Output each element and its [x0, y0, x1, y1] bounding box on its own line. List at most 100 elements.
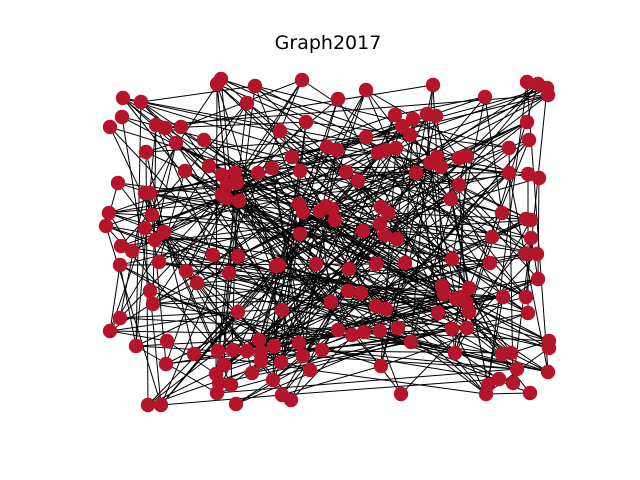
graph-node	[295, 204, 311, 220]
node-layer	[98, 71, 557, 413]
graph-node	[308, 256, 324, 272]
graph-node	[518, 246, 534, 262]
graph-node	[501, 140, 517, 156]
graph-node	[459, 320, 475, 336]
graph-node	[142, 283, 158, 299]
graph-node	[353, 285, 369, 301]
graph-edge	[217, 102, 248, 352]
graph-edge	[302, 290, 349, 357]
graph-node	[168, 135, 184, 151]
graph-edge	[246, 102, 359, 182]
graph-edge	[395, 147, 503, 355]
graph-node	[291, 335, 307, 351]
graph-edge	[345, 171, 538, 255]
graph-node	[501, 165, 517, 181]
graph-node	[477, 89, 493, 105]
graph-node	[484, 229, 500, 245]
graph-edge	[119, 264, 137, 347]
graph-node	[530, 271, 546, 287]
graph-node	[205, 247, 221, 263]
graph-node	[324, 201, 340, 217]
graph-node	[436, 286, 452, 302]
graph-edge	[185, 194, 223, 272]
graph-node	[529, 246, 545, 262]
graph-edge	[395, 147, 493, 238]
graph-node	[478, 386, 494, 402]
graph-edge	[345, 171, 460, 186]
graph-node	[196, 132, 212, 148]
graph-edge	[120, 245, 467, 303]
graph-edge	[272, 265, 277, 381]
graph-node	[389, 231, 405, 247]
graph-node	[540, 364, 556, 380]
graph-node	[231, 193, 247, 209]
graph-node	[368, 256, 384, 272]
graph-node	[459, 148, 475, 164]
graph-node	[250, 165, 266, 181]
graph-node	[173, 119, 189, 135]
graph-node	[340, 283, 356, 299]
graph-node	[505, 375, 521, 391]
graph-edge	[109, 330, 168, 342]
graph-edge	[221, 194, 550, 342]
graph-edge	[319, 210, 518, 370]
graph-edge	[334, 219, 402, 395]
graph-node	[388, 140, 404, 156]
graph-node	[403, 334, 419, 350]
graph-node	[329, 142, 345, 158]
graph-node	[274, 302, 290, 318]
graph-edge	[215, 83, 218, 375]
graph-edge	[345, 171, 510, 174]
graph-node	[444, 321, 460, 337]
graph-node	[330, 91, 346, 107]
graph-edge	[290, 172, 510, 401]
graph-node	[372, 323, 388, 339]
graph-edge	[394, 96, 486, 116]
graph-edge	[225, 197, 439, 314]
graph-edge	[365, 89, 510, 174]
graph-edge	[160, 265, 277, 406]
graph-edge	[228, 272, 514, 384]
graph-edge	[487, 81, 528, 386]
graph-node	[221, 265, 237, 281]
graph-node	[223, 377, 239, 393]
graph-node	[189, 275, 205, 291]
graph-edge	[290, 113, 428, 401]
graph-edge	[298, 203, 382, 208]
graph-node	[138, 144, 154, 160]
graph-node	[523, 212, 539, 228]
graph-node	[133, 94, 149, 110]
graph-edge	[526, 81, 549, 373]
graph-node	[209, 385, 225, 401]
graph-node	[264, 160, 280, 176]
graph-edge	[216, 264, 280, 394]
graph-node	[390, 320, 406, 336]
graph-edge	[299, 87, 548, 172]
graph-node	[520, 166, 536, 182]
graph-node	[292, 163, 308, 179]
graph-node	[393, 386, 409, 402]
graph-node	[302, 362, 318, 378]
graph-edge	[235, 379, 274, 405]
graph-edge	[135, 101, 142, 347]
graph-node	[128, 338, 144, 354]
graph-node	[102, 119, 118, 135]
graph-node	[114, 109, 130, 125]
graph-node	[323, 294, 339, 310]
graph-node	[251, 332, 267, 348]
graph-node	[521, 132, 537, 148]
graph-edge	[221, 166, 442, 196]
graph-edge	[537, 177, 540, 280]
graph-edge	[121, 116, 550, 342]
graph-node	[380, 205, 396, 221]
graph-edge	[180, 126, 210, 167]
graph-edge	[237, 94, 549, 257]
graph-edge	[273, 83, 539, 347]
graph-edge	[196, 219, 336, 284]
graph-edge	[158, 261, 464, 298]
graph-node	[422, 155, 438, 171]
graph-edge	[302, 211, 512, 354]
graph-node	[244, 365, 260, 381]
graph-node	[461, 304, 477, 320]
graph-node	[531, 170, 547, 186]
